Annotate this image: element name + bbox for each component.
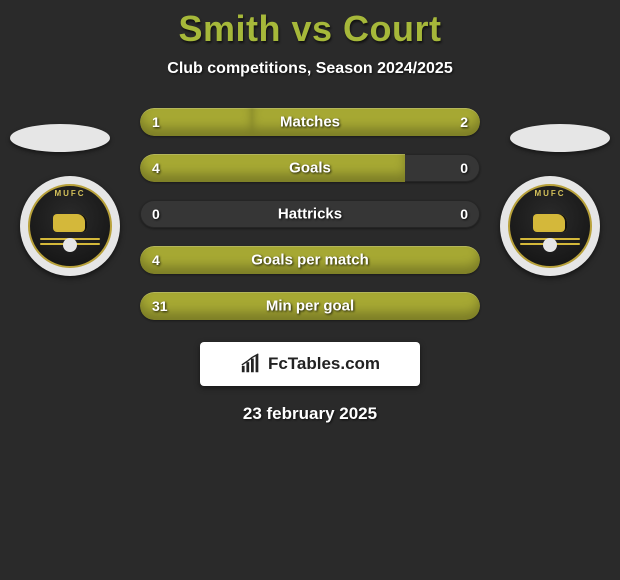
stat-row: 31 Min per goal — [140, 292, 480, 320]
stat-label: Min per goal — [266, 298, 354, 315]
bar-chart-icon — [240, 353, 262, 375]
stat-value-left: 1 — [152, 114, 160, 130]
stat-value-left: 0 — [152, 206, 160, 222]
stat-row: 4 0 Goals — [140, 154, 480, 182]
stat-value-right: 0 — [460, 206, 468, 222]
player1-avatar-placeholder — [10, 124, 110, 152]
stat-label: Hattricks — [278, 206, 342, 223]
stat-value-left: 4 — [152, 252, 160, 268]
stat-value-right: 2 — [460, 114, 468, 130]
stat-label: Goals — [289, 160, 331, 177]
football-icon — [63, 238, 77, 252]
crest-text: MUFC — [534, 189, 565, 198]
stat-row: 4 Goals per match — [140, 246, 480, 274]
player1-club-crest: MUFC — [20, 176, 120, 276]
stat-label: Goals per match — [251, 252, 369, 269]
player2-avatar-placeholder — [510, 124, 610, 152]
stat-label: Matches — [280, 114, 340, 131]
lion-icon — [533, 214, 567, 232]
crest-text: MUFC — [54, 189, 85, 198]
stat-row: 1 2 Matches — [140, 108, 480, 136]
bar-fill-left — [140, 154, 405, 182]
football-icon — [543, 238, 557, 252]
comparison-bars: 1 2 Matches 4 0 Goals 0 0 Hattricks 4 Goals per ma… — [140, 108, 480, 320]
generated-date: 23 february 2025 — [0, 404, 620, 424]
stat-row: 0 0 Hattricks — [140, 200, 480, 228]
stat-value-left: 31 — [152, 298, 168, 314]
crest-shield-icon: MUFC — [508, 184, 592, 268]
stat-value-left: 4 — [152, 160, 160, 176]
main-panel: Smith vs Court Club competitions, Season… — [0, 0, 620, 580]
subtitle: Club competitions, Season 2024/2025 — [0, 60, 620, 78]
crest-shield-icon: MUFC — [28, 184, 112, 268]
player2-club-crest: MUFC — [500, 176, 600, 276]
stat-value-right: 0 — [460, 160, 468, 176]
branding-label: FcTables.com — [268, 354, 380, 374]
lion-icon — [53, 214, 87, 232]
page-title: Smith vs Court — [0, 8, 620, 50]
branding-panel: FcTables.com — [200, 342, 420, 386]
